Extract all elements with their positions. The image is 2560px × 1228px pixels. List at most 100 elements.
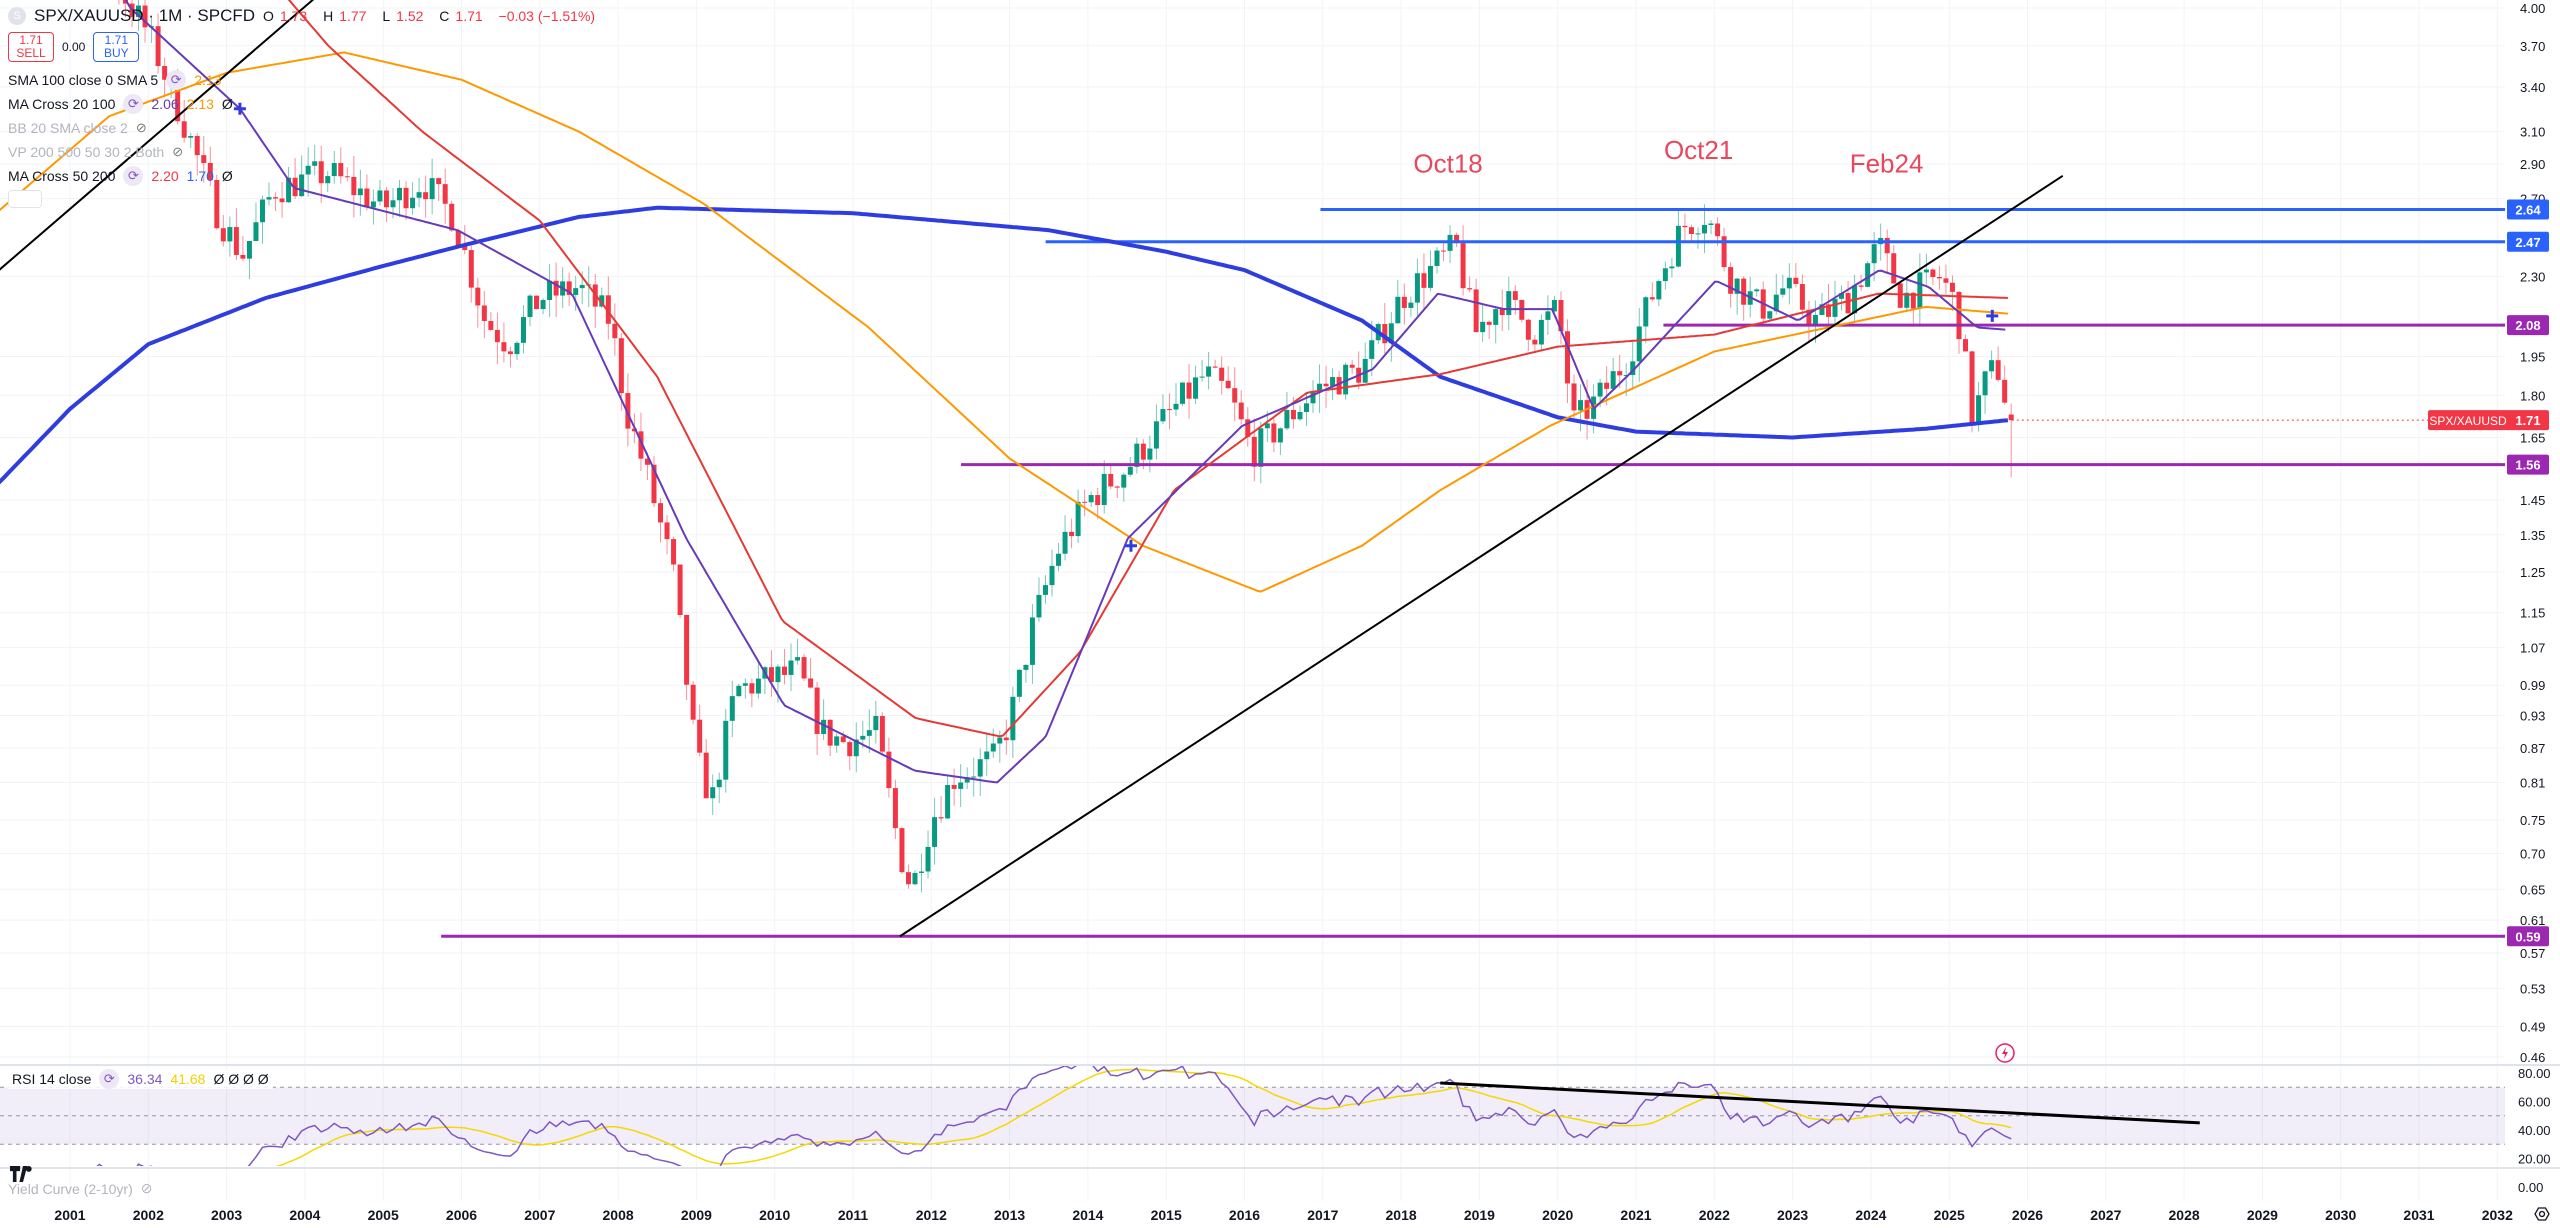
candle[interactable]: [723, 709, 729, 793]
candle[interactable]: [1408, 296, 1414, 317]
candle[interactable]: [1558, 291, 1564, 345]
candle[interactable]: [207, 146, 213, 187]
indicator-bb[interactable]: BB 20 SMA close 2 ⊘: [8, 120, 147, 136]
candle[interactable]: [1799, 274, 1805, 316]
candle[interactable]: [781, 648, 787, 685]
candle[interactable]: [1936, 265, 1942, 290]
candle[interactable]: [259, 195, 265, 244]
candle[interactable]: [834, 733, 840, 753]
candle[interactable]: [1604, 366, 1610, 406]
collapse-legend-button[interactable]: [8, 190, 42, 208]
candle[interactable]: [1193, 365, 1199, 404]
candle[interactable]: [1245, 407, 1251, 447]
candle[interactable]: [1121, 472, 1127, 502]
candle[interactable]: [1114, 485, 1120, 499]
eye-off-icon[interactable]: ⊘: [140, 1180, 153, 1196]
candle[interactable]: [1806, 300, 1812, 343]
sell-button[interactable]: 1.71 SELL: [8, 32, 54, 62]
candle[interactable]: [899, 826, 905, 874]
candle[interactable]: [1545, 295, 1551, 335]
candle[interactable]: [808, 658, 814, 689]
rsi-legend[interactable]: RSI 14 close ⟳ 36.34 41.68 Ø Ø Ø Ø: [8, 1069, 273, 1089]
candle[interactable]: [1166, 393, 1172, 430]
candle[interactable]: [1042, 575, 1048, 604]
candle[interactable]: [468, 245, 474, 303]
refresh-icon[interactable]: ⟳: [123, 166, 144, 186]
candle[interactable]: [403, 181, 409, 221]
candle[interactable]: [827, 719, 833, 756]
candle[interactable]: [214, 174, 220, 230]
candle[interactable]: [1917, 253, 1923, 327]
candle[interactable]: [1473, 278, 1479, 333]
candle[interactable]: [397, 179, 403, 217]
candle[interactable]: [1969, 350, 1975, 433]
candle[interactable]: [1578, 384, 1584, 432]
candle[interactable]: [1493, 306, 1499, 344]
candle[interactable]: [325, 170, 331, 193]
candle[interactable]: [971, 757, 977, 797]
indicator-vp[interactable]: VP 200 500 50 30 2 Both ⊘: [8, 144, 184, 160]
candle[interactable]: [416, 177, 422, 208]
candle[interactable]: [1963, 334, 1969, 352]
candle[interactable]: [853, 722, 859, 773]
candle[interactable]: [710, 774, 716, 815]
candle[interactable]: [1023, 664, 1029, 683]
candle[interactable]: [945, 775, 951, 820]
candle[interactable]: [892, 779, 898, 840]
candle[interactable]: [1108, 465, 1114, 490]
candle[interactable]: [1532, 334, 1538, 353]
candle[interactable]: [1206, 351, 1212, 390]
candle[interactable]: [1303, 393, 1309, 427]
candle[interactable]: [142, 0, 148, 43]
candle[interactable]: [240, 235, 246, 262]
candle[interactable]: [1212, 359, 1218, 369]
candle[interactable]: [188, 132, 194, 148]
candle[interactable]: [227, 216, 233, 257]
candle[interactable]: [1127, 456, 1133, 477]
candle[interactable]: [481, 291, 487, 339]
settings-icon[interactable]: [2534, 1207, 2550, 1221]
candle[interactable]: [331, 151, 337, 184]
candle[interactable]: [344, 167, 350, 182]
candle[interactable]: [1232, 367, 1238, 422]
candle[interactable]: [1812, 300, 1818, 343]
candle[interactable]: [246, 240, 252, 280]
candle[interactable]: [1134, 437, 1140, 474]
candle[interactable]: [742, 678, 748, 699]
candle[interactable]: [305, 147, 311, 197]
candle[interactable]: [1219, 356, 1225, 395]
candle[interactable]: [1362, 342, 1368, 383]
candle[interactable]: [1441, 241, 1447, 262]
candle[interactable]: [729, 681, 735, 738]
candle[interactable]: [220, 214, 226, 247]
candle[interactable]: [338, 147, 344, 184]
candle[interactable]: [873, 700, 879, 744]
candle[interactable]: [1323, 365, 1329, 409]
candle[interactable]: [312, 144, 318, 176]
candle[interactable]: [351, 155, 357, 218]
candle[interactable]: [357, 169, 363, 216]
candle[interactable]: [1029, 603, 1035, 684]
candle[interactable]: [925, 830, 931, 879]
candle[interactable]: [1016, 668, 1022, 702]
candle[interactable]: [1930, 268, 1936, 285]
candle[interactable]: [573, 275, 579, 311]
candle[interactable]: [436, 177, 442, 202]
candle[interactable]: [697, 704, 703, 757]
refresh-icon[interactable]: ⟳: [99, 1069, 120, 1089]
candle[interactable]: [1264, 411, 1270, 443]
candle[interactable]: [1186, 364, 1192, 419]
candle[interactable]: [1284, 392, 1290, 431]
candle[interactable]: [879, 712, 885, 754]
candle[interactable]: [1069, 518, 1075, 549]
candle[interactable]: [1780, 274, 1786, 298]
candle[interactable]: [1982, 370, 1988, 414]
candle[interactable]: [449, 200, 455, 233]
candle[interactable]: [1695, 227, 1701, 249]
candle[interactable]: [977, 748, 983, 796]
refresh-icon[interactable]: ⟳: [166, 70, 187, 90]
candle[interactable]: [1656, 279, 1662, 307]
candle[interactable]: [1238, 390, 1244, 425]
candle[interactable]: [162, 57, 168, 98]
